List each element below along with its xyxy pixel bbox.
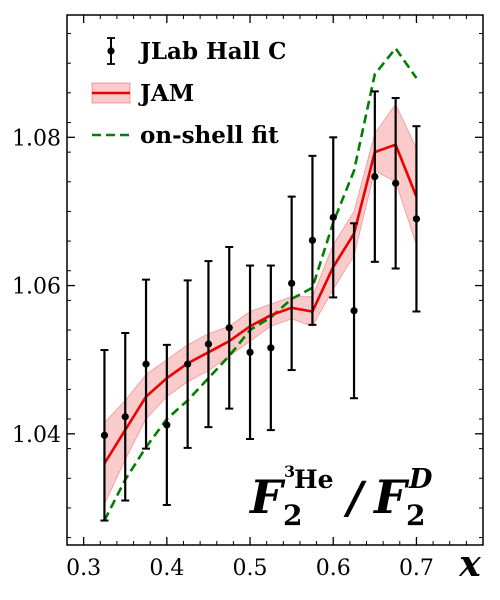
data-marker [246,348,254,356]
data-point-10 [287,195,296,372]
data-marker [350,307,358,315]
annot-sup-he: He [294,465,334,494]
on-shell-fit-line [103,46,418,522]
data-marker [308,236,317,244]
data-point-8 [246,264,255,440]
data-marker [329,213,337,221]
x-tick-label: 0.4 [149,556,184,581]
data-marker [163,421,171,429]
data-point-14 [370,90,379,263]
data-point-3 [142,278,151,450]
x-axis-label: x [458,543,481,585]
jam-uncertainty-band [104,103,417,505]
data-point-11 [308,154,317,326]
y-tick-label: 1.08 [12,126,61,151]
data-marker [412,215,421,223]
data-marker [267,344,275,352]
annot-sup-3: 3 [284,462,295,481]
data-marker [100,431,109,439]
axes: 0.3 0.4 0.5 0.6 0.7 1.04 1.06 1.08 x [12,14,484,585]
data-point-15 [391,97,400,270]
data-marker [184,360,192,368]
data-point-6 [204,260,213,429]
x-tick-label: 0.3 [66,556,101,581]
data-marker [204,340,213,348]
data-marker [225,324,233,332]
data-marker [142,360,150,368]
legend-label-jlab: JLab Hall C [138,38,286,65]
annot-sub2-2: 2 [406,499,425,532]
annot-F-D: F [372,470,410,524]
data-marker [392,179,400,187]
y-tick-label: 1.06 [12,275,61,300]
legend-label-on-shell-fit: on-shell fit [140,122,279,149]
data-point-12 [329,136,338,299]
data-point-4 [162,343,171,506]
data-point-1 [100,349,109,522]
legend-label-jam: JAM [138,80,194,107]
plot-frame [66,14,484,546]
data-marker [371,172,379,181]
data-point-7 [225,246,234,410]
annot-sup-D: D [408,464,433,495]
annot-F: F [248,470,286,524]
legend-entry-on-shell-fit: on-shell fit [92,122,279,149]
annot-sub-2: 2 [283,499,302,532]
data-point-5 [183,279,192,449]
data-marker [121,413,129,421]
annot-slash: / [343,473,367,524]
x-tick-label: 0.5 [233,556,268,581]
legend-entry-jam: JAM [91,80,194,107]
x-tick-label: 0.7 [399,556,434,581]
legend-marker-icon [107,47,115,55]
legend-entry-jlab: JLab Hall C [107,37,286,65]
data-point-16 [412,125,421,313]
data-point-2 [121,332,130,502]
x-tick-label: 0.6 [316,556,351,581]
data-point-13 [350,222,359,400]
jam-line [103,143,418,465]
y-tick-label: 1.04 [12,423,61,448]
plot-area [100,46,421,522]
legend: JLab Hall C JAM on-shell fit [91,37,286,149]
data-marker [288,279,296,287]
data-point-9 [266,264,275,432]
